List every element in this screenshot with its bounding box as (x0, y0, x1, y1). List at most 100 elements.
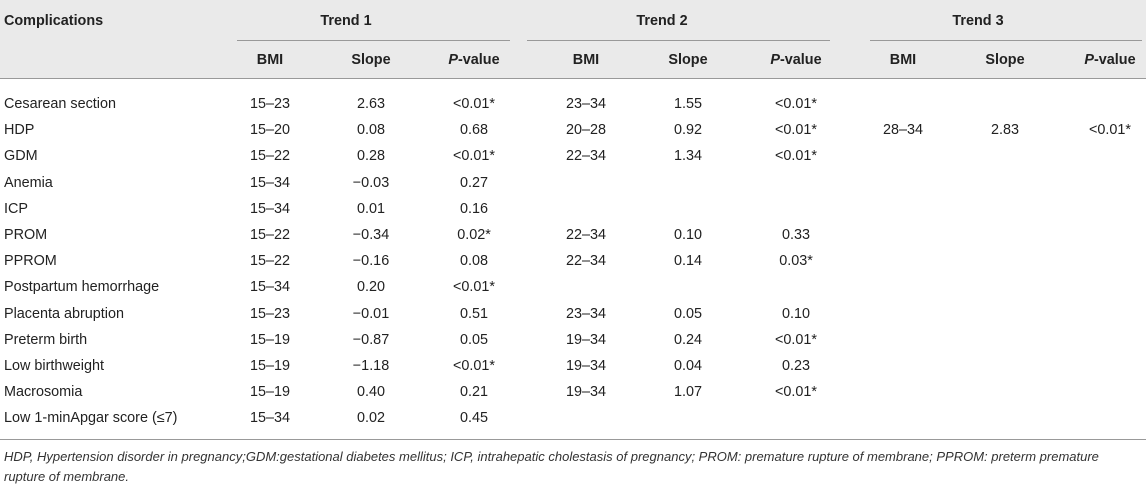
row-label: HDP (4, 122, 35, 138)
bmi-header: BMI (256, 52, 284, 68)
slope-value: 0.04 (673, 358, 702, 374)
trend-group-rule (870, 40, 1142, 41)
p-value: <0.01* (774, 332, 817, 348)
bmi-range: 15–34 (249, 410, 291, 426)
bmi-range: 15–34 (249, 279, 291, 295)
trend-group-rule (237, 40, 510, 41)
slope-value: −1.18 (352, 358, 390, 374)
slope-value: −0.03 (352, 175, 390, 191)
row-label: GDM (4, 148, 38, 164)
p-value: <0.01* (452, 148, 495, 164)
row-label: PPROM (4, 253, 57, 269)
bmi-range: 20–28 (565, 122, 607, 138)
p-value-header: P-value (746, 51, 846, 69)
slope-value: 0.40 (356, 384, 385, 400)
slope-value: 0.28 (356, 148, 385, 164)
slope-header: Slope (668, 52, 708, 68)
complications-header: Complications (4, 13, 104, 29)
slope-value: 2.63 (356, 96, 385, 112)
row-label: Low birthweight (4, 358, 104, 374)
p-value: <0.01* (774, 148, 817, 164)
p-value-suffix: -value (780, 52, 822, 68)
slope-value: 0.20 (356, 279, 385, 295)
table-header-band (0, 0, 1146, 78)
row-label: PROM (4, 227, 48, 243)
bmi-range: 15–22 (249, 227, 291, 243)
bmi-range: 23–34 (565, 96, 607, 112)
slope-value: 1.55 (673, 96, 702, 112)
p-value-header: P-value (1060, 51, 1146, 69)
bmi-range: 15–20 (249, 122, 291, 138)
slope-value: 0.01 (356, 201, 385, 217)
p-value: 0.03* (779, 253, 813, 269)
p-value: <0.01* (452, 279, 495, 295)
bmi-range: 22–34 (565, 148, 607, 164)
slope-value: 0.08 (356, 122, 385, 138)
bmi-range: 19–34 (565, 384, 607, 400)
row-label: Postpartum hemorrhage (4, 279, 160, 295)
bmi-header: BMI (572, 52, 600, 68)
trend-header: Trend 3 (952, 13, 1004, 29)
row-label: Placenta abruption (4, 306, 125, 322)
slope-value: 0.10 (673, 227, 702, 243)
p-value: 0.05 (459, 332, 488, 348)
bmi-range: 23–34 (565, 306, 607, 322)
slope-value: −0.87 (352, 332, 390, 348)
row-label: Preterm birth (4, 332, 88, 348)
p-value: <0.01* (774, 384, 817, 400)
bmi-range: 22–34 (565, 227, 607, 243)
trend-group-rule (527, 40, 830, 41)
slope-value: −0.34 (352, 227, 390, 243)
bmi-range: 15–19 (249, 358, 291, 374)
slope-value: 0.14 (673, 253, 702, 269)
bmi-range: 15–22 (249, 253, 291, 269)
table-footnote: HDP, Hypertension disorder in pregnancy;… (4, 449, 1099, 484)
p-value: 0.02* (457, 227, 491, 243)
p-value: <0.01* (452, 96, 495, 112)
slope-header: Slope (985, 52, 1025, 68)
p-value-suffix: -value (1094, 52, 1136, 68)
slope-value: 0.02 (356, 410, 385, 426)
bmi-range: 15–23 (249, 96, 291, 112)
p-letter: P (1084, 52, 1094, 68)
bmi-range: 19–34 (565, 358, 607, 374)
p-value: 0.51 (459, 306, 488, 322)
p-value: 0.33 (781, 227, 810, 243)
p-value: 0.68 (459, 122, 488, 138)
bmi-range: 19–34 (565, 332, 607, 348)
p-value: <0.01* (774, 122, 817, 138)
slope-header: Slope (351, 52, 391, 68)
bmi-range: 15–23 (249, 306, 291, 322)
p-value: 0.10 (781, 306, 810, 322)
p-value: <0.01* (1088, 122, 1131, 138)
bmi-range: 15–34 (249, 175, 291, 191)
p-value-header: P-value (424, 51, 524, 69)
row-label: ICP (4, 201, 28, 217)
bmi-range: 15–22 (249, 148, 291, 164)
trend-header: Trend 1 (320, 13, 372, 29)
slope-value: 0.24 (673, 332, 702, 348)
p-value: <0.01* (452, 358, 495, 374)
bmi-range: 22–34 (565, 253, 607, 269)
bmi-range: 28–34 (882, 122, 924, 138)
p-value: 0.16 (459, 201, 488, 217)
row-label: Cesarean section (4, 96, 116, 112)
p-letter: P (770, 52, 780, 68)
slope-value: −0.01 (352, 306, 390, 322)
row-label: Anemia (4, 175, 53, 191)
p-value: 0.23 (781, 358, 810, 374)
slope-value: 0.05 (673, 306, 702, 322)
row-label: Low 1-minApgar score (≤7) (4, 410, 178, 426)
slope-value: 1.07 (673, 384, 702, 400)
header-divider (0, 78, 1146, 79)
trend-header: Trend 2 (636, 13, 688, 29)
p-value: 0.27 (459, 175, 488, 191)
p-value: <0.01* (774, 96, 817, 112)
bmi-range: 15–19 (249, 332, 291, 348)
p-value: 0.21 (459, 384, 488, 400)
slope-value: 1.34 (673, 148, 702, 164)
p-value: 0.45 (459, 410, 488, 426)
bmi-range: 15–34 (249, 201, 291, 217)
row-label: Macrosomia (4, 384, 83, 400)
p-value: 0.08 (459, 253, 488, 269)
